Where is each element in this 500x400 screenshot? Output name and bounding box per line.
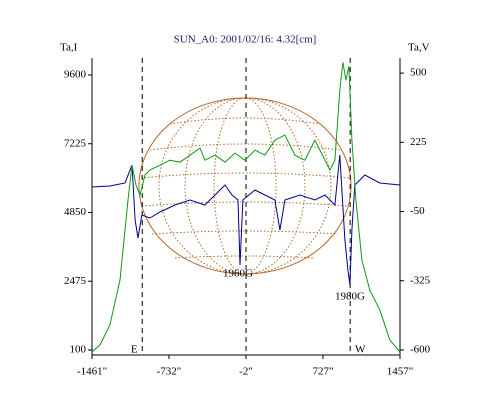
series-line [91, 62, 401, 353]
chart-title: SUN_A0: 2001/02/16: 4.32[cm] [174, 34, 317, 46]
y-tick-label: 2475 [64, 275, 87, 287]
annotation: 1980G [335, 291, 365, 303]
y2-axis-label: Ta,V [408, 42, 430, 54]
y-tick-label: 7225 [64, 137, 87, 149]
x-tick-label: 1457" [387, 366, 414, 378]
annotation: W [355, 344, 366, 356]
x-tick-label: 727" [312, 366, 333, 378]
y2-tick-label: 500 [410, 67, 427, 79]
y2-tick-label: 225 [410, 136, 427, 148]
x-tick-label: -1461" [77, 366, 107, 378]
y-tick-label: 100 [70, 344, 87, 356]
x-tick-label: -2" [239, 366, 253, 378]
y2-tick-label: -325 [410, 274, 431, 286]
y-tick-label: 9600 [64, 69, 87, 81]
y2-tick-label: -50 [410, 205, 425, 217]
y-tick-label: 4850 [64, 206, 87, 218]
y2-tick-label: -600 [410, 343, 431, 355]
series-line [91, 154, 401, 286]
sun-disk [138, 97, 352, 275]
annotation: 1960G [223, 268, 253, 280]
annotation: E [131, 344, 138, 356]
x-tick-label: -732" [157, 366, 182, 378]
y-axis-label: Ta,I [60, 42, 78, 54]
